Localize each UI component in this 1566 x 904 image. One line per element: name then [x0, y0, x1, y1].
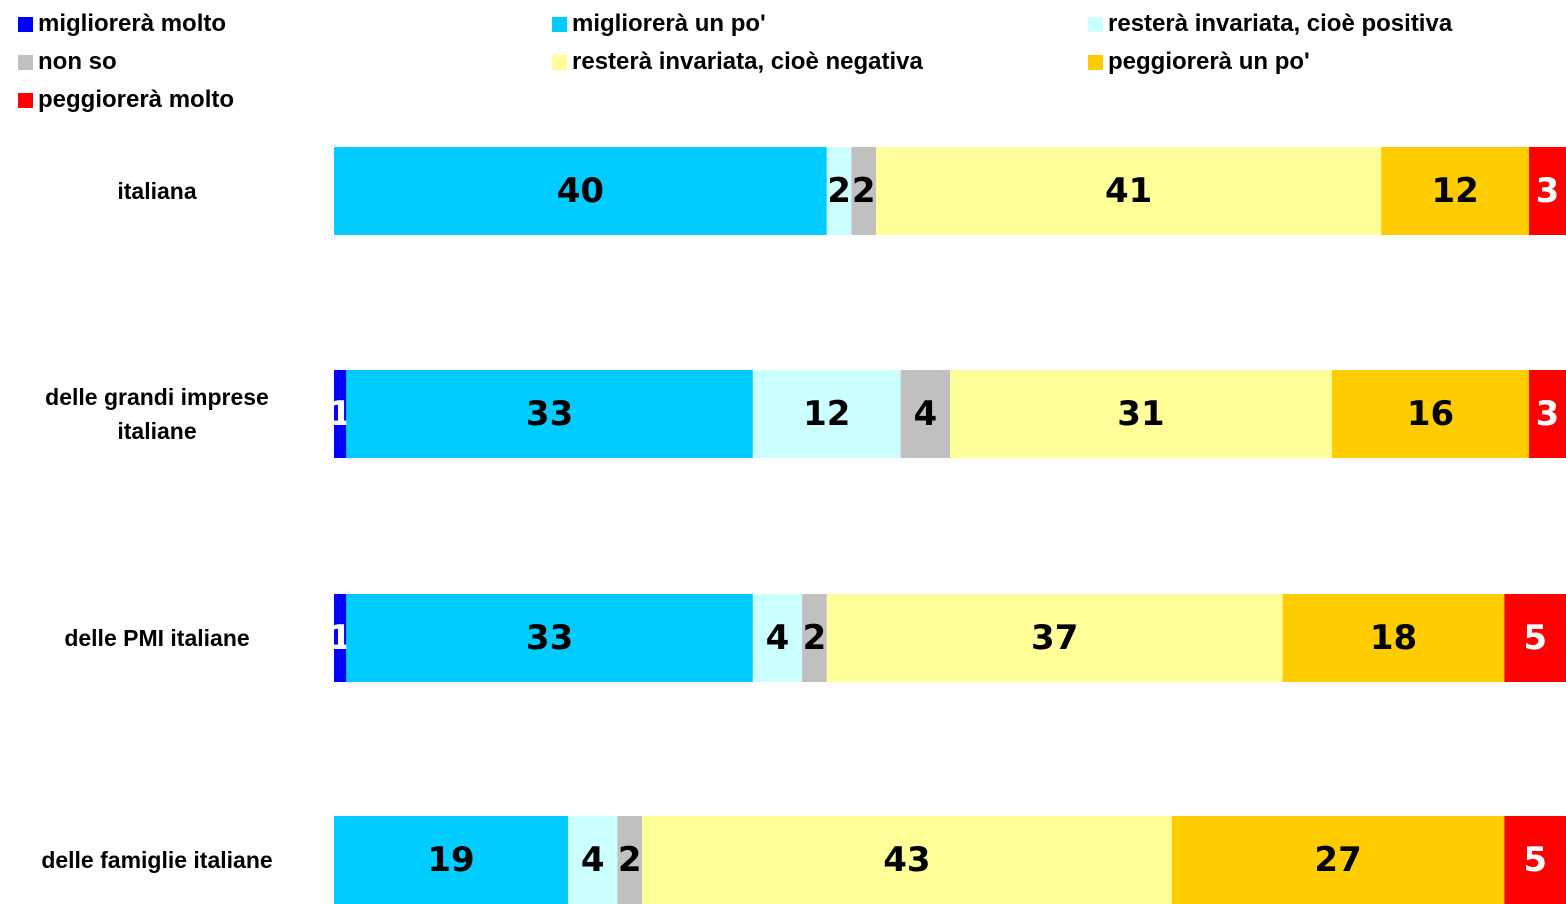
data-label: 40	[557, 171, 604, 211]
legend-swatch	[18, 92, 33, 108]
legend-label: peggiorerà un po'	[1108, 48, 1310, 75]
data-label: 4	[581, 840, 605, 880]
bar-segment	[334, 816, 569, 904]
legend-item: peggiorerà molto	[18, 86, 234, 114]
data-label: 12	[1431, 171, 1478, 211]
bar-segment	[334, 594, 347, 682]
data-label: 2	[618, 840, 642, 880]
category-label: italiana	[117, 178, 197, 204]
bar-segment	[802, 594, 827, 682]
data-label: 2	[852, 171, 876, 211]
bar-segment	[1171, 816, 1505, 904]
data-label: 16	[1407, 394, 1454, 434]
bar-segment	[876, 147, 1382, 235]
data-label: 31	[1117, 394, 1164, 434]
legend-item: migliorerà molto	[18, 10, 226, 38]
bar-segment	[642, 816, 1172, 904]
legend-swatch	[18, 54, 33, 70]
category-label: delle PMI italiane	[64, 625, 250, 651]
data-label: 1	[328, 618, 352, 658]
data-label: 43	[883, 840, 930, 880]
bar-segment	[1529, 370, 1566, 458]
data-label: 33	[526, 618, 573, 658]
bar-segment	[346, 370, 753, 458]
data-label: 5	[1523, 840, 1547, 880]
legend-item: peggiorerà un po'	[1088, 48, 1310, 76]
bar-segment	[1529, 147, 1566, 235]
bar-segment	[950, 370, 1332, 458]
data-label: 4	[766, 618, 790, 658]
bar-segment	[617, 816, 642, 904]
data-label: 37	[1031, 618, 1078, 658]
bar-segment	[752, 594, 803, 682]
data-label: 41	[1105, 171, 1152, 211]
legend-label: peggiorerà molto	[38, 86, 235, 113]
legend-item: non so	[18, 48, 117, 76]
bar-segment	[752, 370, 901, 458]
data-label: 18	[1370, 618, 1417, 658]
bar-segment	[346, 594, 753, 682]
data-label: 1	[328, 394, 352, 434]
bar-segment	[900, 370, 950, 458]
data-label: 12	[803, 394, 850, 434]
bar-segment	[851, 147, 877, 235]
legend-swatch	[1088, 16, 1103, 32]
bar-segment	[334, 147, 827, 235]
bar-segment	[1282, 594, 1505, 682]
data-label: 2	[803, 618, 827, 658]
legend-label: migliorerà molto	[38, 10, 227, 37]
bar-segment	[826, 147, 852, 235]
bar-segment	[1331, 370, 1530, 458]
legend-label: non so	[38, 48, 117, 75]
bar-segment	[1504, 594, 1566, 682]
data-label: 33	[526, 394, 573, 434]
legend-label: migliorerà un po'	[572, 10, 766, 37]
data-label: 3	[1536, 394, 1560, 434]
legend-swatch	[1088, 54, 1103, 70]
legend-item: resterà invariata, cioè negativa	[552, 48, 923, 76]
legend-swatch	[552, 16, 567, 32]
legend-swatch	[552, 54, 567, 70]
data-label: 3	[1536, 171, 1560, 211]
legend-item: migliorerà un po'	[552, 10, 766, 38]
data-label: 27	[1314, 840, 1361, 880]
bar-segment	[334, 370, 347, 458]
bar-segment	[568, 816, 618, 904]
bar-segment	[826, 594, 1283, 682]
legend-item: resterà invariata, cioè positiva	[1088, 10, 1452, 38]
data-label: 4	[914, 394, 938, 434]
data-label: 2	[827, 171, 851, 211]
legend-swatch	[18, 16, 33, 32]
bar-segment	[1381, 147, 1530, 235]
category-label: delle grandi imprese italiane	[45, 384, 269, 444]
data-label: 19	[427, 840, 474, 880]
category-label: delle famiglie italiane	[41, 847, 273, 873]
legend-label: resterà invariata, cioè positiva	[1108, 10, 1453, 37]
data-label: 5	[1523, 618, 1547, 658]
bar-segment	[1504, 816, 1566, 904]
legend-label: resterà invariata, cioè negativa	[572, 48, 923, 75]
